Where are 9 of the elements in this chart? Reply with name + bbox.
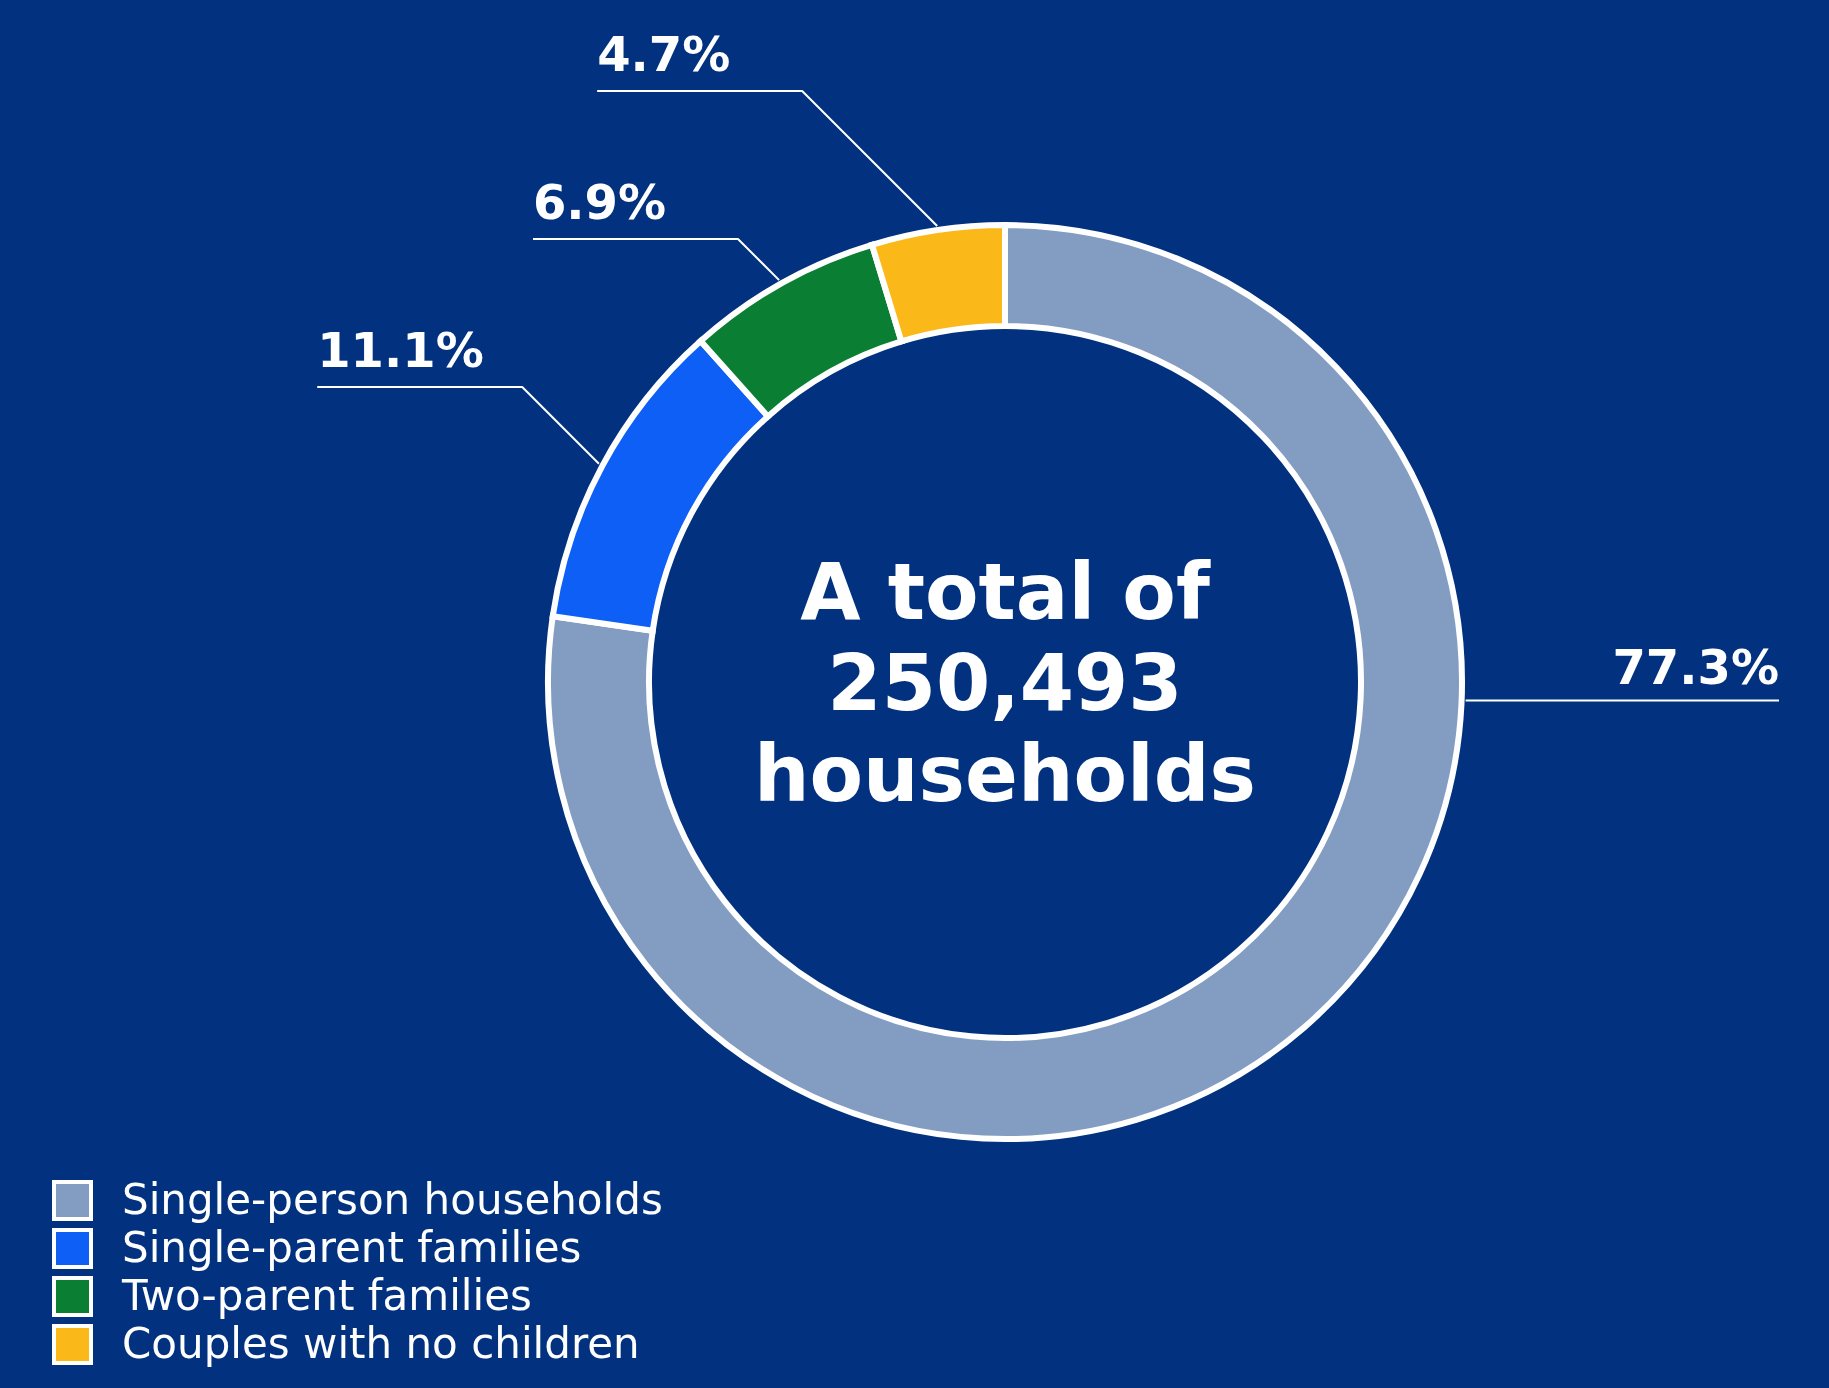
legend-label: Single-person households <box>122 1175 663 1224</box>
text: A total of 250,493 households <box>753 547 1257 819</box>
data-label: 11.1% <box>317 322 484 378</box>
legend-label: Two-parent families <box>121 1271 532 1320</box>
data-label: 6.9% <box>532 174 667 230</box>
legend-label: Single-parent families <box>122 1223 582 1272</box>
data-label: 4.7% <box>597 26 731 82</box>
data-label: 77.3% <box>1612 639 1779 696</box>
legend-label: Couples with no children <box>122 1319 640 1368</box>
